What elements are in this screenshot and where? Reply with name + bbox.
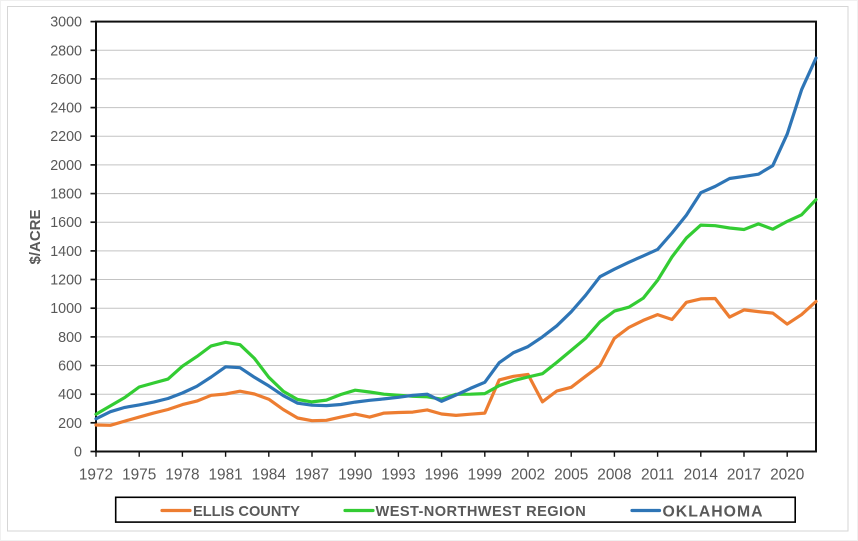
svg-text:2002: 2002 xyxy=(511,467,545,484)
svg-text:2017: 2017 xyxy=(727,467,761,484)
svg-text:1800: 1800 xyxy=(50,187,82,203)
svg-text:1400: 1400 xyxy=(50,244,82,260)
svg-text:ELLIS COUNTY: ELLIS COUNTY xyxy=(193,504,300,520)
svg-text:1984: 1984 xyxy=(252,467,287,484)
svg-text:2200: 2200 xyxy=(50,129,82,145)
svg-text:1999: 1999 xyxy=(468,467,502,484)
svg-text:1993: 1993 xyxy=(381,467,415,484)
svg-text:0: 0 xyxy=(74,445,82,461)
svg-text:200: 200 xyxy=(58,416,82,432)
svg-text:2014: 2014 xyxy=(684,467,719,484)
svg-text:WEST-NORTHWEST REGION: WEST-NORTHWEST REGION xyxy=(376,504,587,520)
svg-text:2600: 2600 xyxy=(50,72,82,88)
svg-text:600: 600 xyxy=(58,359,82,375)
svg-text:$/ACRE: $/ACRE xyxy=(27,209,44,264)
svg-text:OKLAHOMA: OKLAHOMA xyxy=(663,503,764,520)
svg-text:800: 800 xyxy=(58,330,82,346)
svg-text:1978: 1978 xyxy=(165,467,199,484)
svg-text:1200: 1200 xyxy=(50,273,82,289)
svg-text:2800: 2800 xyxy=(50,43,82,59)
svg-text:2020: 2020 xyxy=(770,467,804,484)
svg-text:1987: 1987 xyxy=(295,467,329,484)
svg-text:2005: 2005 xyxy=(554,467,588,484)
svg-text:400: 400 xyxy=(58,387,82,403)
svg-text:1600: 1600 xyxy=(50,215,82,231)
svg-text:2008: 2008 xyxy=(597,467,631,484)
svg-text:1981: 1981 xyxy=(208,467,242,484)
svg-text:1990: 1990 xyxy=(338,467,372,484)
svg-text:1996: 1996 xyxy=(424,467,458,484)
svg-text:1972: 1972 xyxy=(79,467,113,484)
svg-text:1975: 1975 xyxy=(122,467,156,484)
svg-text:2400: 2400 xyxy=(50,101,82,117)
svg-text:3000: 3000 xyxy=(50,15,82,31)
svg-text:1000: 1000 xyxy=(50,301,82,317)
svg-text:2011: 2011 xyxy=(641,467,674,484)
svg-text:2000: 2000 xyxy=(50,158,82,174)
